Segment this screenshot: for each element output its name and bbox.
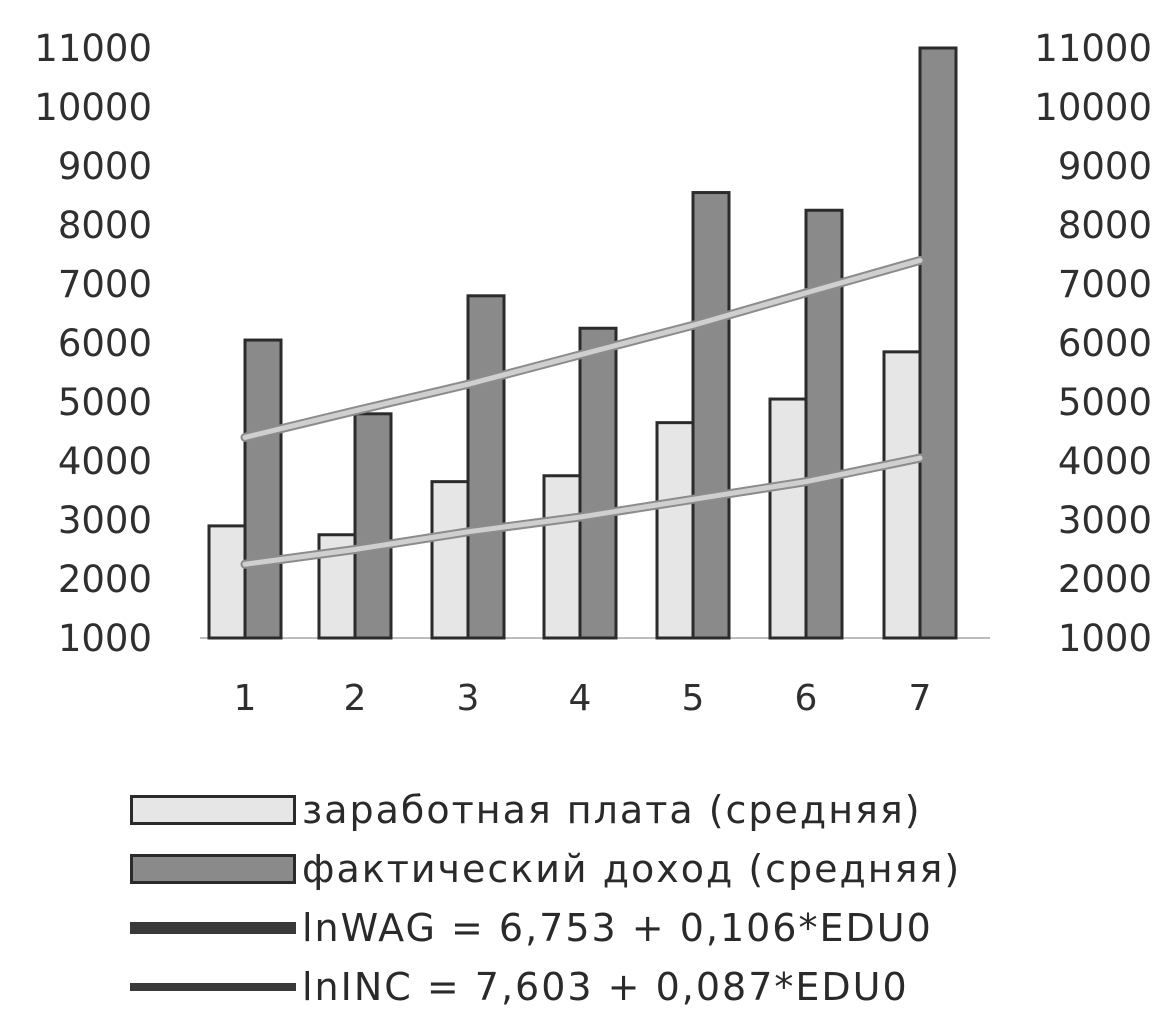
y-tick-label-left: 9000 [58,145,152,188]
x-tick-label: 5 [682,678,705,719]
x-tick-label: 4 [569,678,592,719]
legend-item-lninc: lnINC = 7,603 + 0,087*EDU0 [130,959,961,1014]
y-tick-label-left: 3000 [58,499,152,542]
y-tick-label-right: 11000 [1034,27,1152,70]
bar-income-3 [466,294,506,640]
x-tick-label: 3 [457,678,480,719]
y-tick-label-left: 4000 [58,440,152,483]
y-axis-left: 1000 2000 3000 4000 5000 6000 7000 8000 9000 1000… [34,27,152,660]
y-tick-label-right: 6000 [1058,322,1152,365]
legend-swatch-wage [130,794,296,825]
bar-wage-5 [655,421,695,640]
legend-item-wage: заработная плата (средняя) [130,782,961,837]
y-tick-label-left: 2000 [58,558,152,601]
x-axis: 1 2 3 4 5 6 7 [234,678,932,719]
y-tick-label-right: 9000 [1058,145,1152,188]
bar-income-4 [578,326,618,640]
x-tick-label: 2 [344,678,367,719]
x-tick-label: 6 [795,678,818,719]
chart: 1000 2000 3000 4000 5000 6000 7000 8000 9000 1000… [34,27,1152,719]
bar-wage-7 [882,350,922,640]
bar-income-2 [353,412,393,640]
legend-label-income: фактический доход (средняя) [302,846,962,891]
trendline-lnwag [242,257,923,440]
legend-swatch-lninc [130,982,296,991]
y-tick-label-right: 10000 [1034,86,1152,129]
bar-income-5 [691,191,731,640]
legend: заработная плата (средняя) фактический д… [130,782,961,1018]
trendline-lninc [242,455,923,567]
bar-income-7 [918,46,958,640]
y-tick-label-right: 2000 [1058,558,1152,601]
y-tick-label-right: 3000 [1058,499,1152,542]
y-tick-label-left: 10000 [34,86,152,129]
bar-income-1 [243,338,283,640]
y-tick-label-left: 7000 [58,263,152,306]
x-tick-label: 7 [909,678,932,719]
y-tick-label-right: 1000 [1058,617,1152,660]
bar-wage-6 [768,397,808,640]
y-tick-label-left: 6000 [58,322,152,365]
y-tick-label-right: 7000 [1058,263,1152,306]
trendlines [240,255,925,569]
y-tick-label-right: 8000 [1058,204,1152,247]
legend-label-lninc: lnINC = 7,603 + 0,087*EDU0 [302,964,909,1009]
bar-wage-4 [542,474,582,640]
legend-item-income: фактический доход (средняя) [130,841,961,896]
legend-item-lnwag: lnWAG = 6,753 + 0,106*EDU0 [130,900,961,955]
y-tick-label-left: 1000 [58,617,152,660]
y-tick-label-right: 4000 [1058,440,1152,483]
y-axis-right: 1000 2000 3000 4000 5000 6000 7000 8000 9000 1000… [1034,27,1152,660]
y-tick-label-left: 5000 [58,381,152,424]
legend-label-lnwag: lnWAG = 6,753 + 0,106*EDU0 [302,905,933,950]
bar-wage-1 [207,524,247,640]
legend-label-wage: заработная плата (средняя) [302,787,922,832]
bar-wage-3 [430,480,470,640]
y-tick-label-right: 5000 [1058,381,1152,424]
x-tick-label: 1 [234,678,257,719]
bars [207,46,958,640]
y-tick-label-left: 8000 [58,204,152,247]
bar-income-6 [804,208,844,640]
legend-swatch-income [130,853,296,884]
y-tick-label-left: 11000 [34,27,152,70]
legend-swatch-lnwag [130,921,296,934]
